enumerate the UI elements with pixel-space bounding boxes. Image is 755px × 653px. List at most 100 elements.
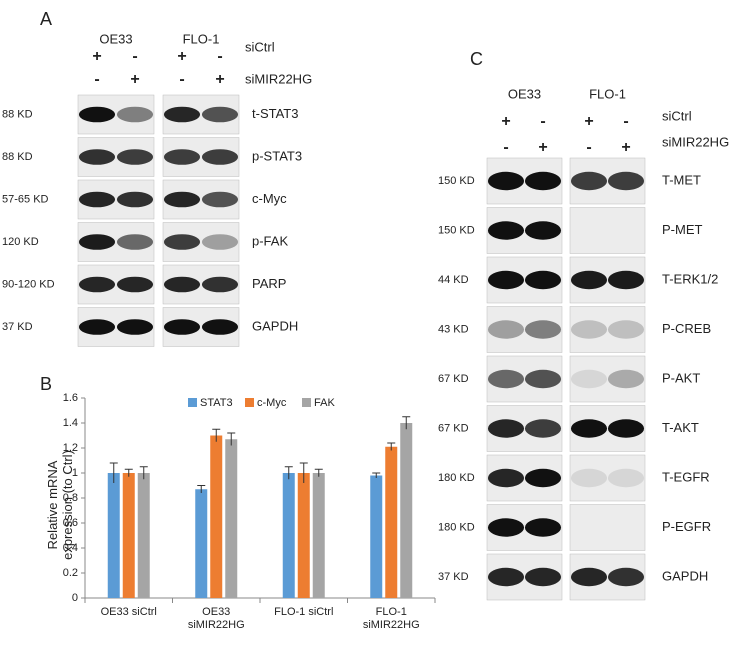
bar	[107, 473, 120, 598]
condition-sign: -	[94, 71, 99, 88]
condition-sign: +	[621, 139, 630, 156]
panel-label: C	[470, 49, 483, 69]
band	[570, 171, 608, 191]
bar	[312, 473, 325, 598]
band	[487, 270, 525, 290]
marker-size: 88 KD	[2, 151, 33, 163]
band	[78, 106, 116, 123]
y-tick-label: 1.6	[63, 392, 78, 404]
marker-size: 43 KD	[438, 323, 469, 335]
x-tick-label: FLO-1 siMIR22HG	[362, 606, 420, 631]
condition-sign: +	[584, 113, 593, 130]
band	[116, 191, 154, 208]
condition-name: siCtrl	[662, 108, 692, 123]
condition-sign: -	[503, 139, 508, 156]
condition-name: siMIR22HG	[245, 71, 312, 86]
band	[570, 270, 608, 290]
protein-name: T-AKT	[662, 420, 699, 435]
condition-sign: -	[540, 113, 545, 130]
bar	[137, 473, 150, 598]
band	[201, 106, 239, 123]
condition-name: siMIR22HG	[662, 134, 729, 149]
band	[570, 320, 608, 339]
y-tick-label: 1	[72, 467, 78, 479]
blot-box	[569, 207, 646, 254]
band	[607, 171, 645, 191]
bar	[370, 475, 383, 598]
band	[487, 369, 525, 389]
band	[116, 234, 154, 250]
band	[487, 468, 525, 488]
band	[570, 369, 608, 389]
band	[78, 276, 116, 293]
protein-name: p-STAT3	[252, 148, 302, 163]
y-tick-label: 1.4	[63, 417, 78, 429]
band	[116, 319, 154, 335]
condition-sign: +	[92, 48, 101, 65]
band	[487, 419, 525, 438]
condition-sign: +	[130, 71, 139, 88]
band	[163, 319, 201, 335]
band	[607, 468, 645, 488]
band	[570, 468, 608, 488]
band	[78, 319, 116, 335]
band	[607, 270, 645, 290]
band	[487, 171, 525, 191]
band	[78, 191, 116, 208]
x-tick-label: FLO-1 siCtrl	[274, 606, 334, 618]
protein-name: T-EGFR	[662, 469, 710, 484]
band	[607, 320, 645, 339]
y-tick-label: 0.4	[63, 542, 78, 554]
legend-swatch	[245, 398, 254, 407]
condition-sign: +	[215, 71, 224, 88]
band	[116, 106, 154, 123]
marker-size: 180 KD	[438, 521, 475, 533]
band	[201, 234, 239, 250]
blot-box	[569, 454, 646, 502]
marker-size: 57-65 KD	[2, 193, 49, 205]
x-tick-label: OE33 siCtrl	[100, 606, 157, 618]
marker-size: 150 KD	[438, 224, 475, 236]
condition-sign: +	[538, 139, 547, 156]
marker-size: 37 KD	[2, 321, 33, 333]
marker-size: 88 KD	[2, 108, 33, 120]
marker-size: 67 KD	[438, 422, 469, 434]
band	[163, 191, 201, 208]
band	[163, 276, 201, 293]
bar	[195, 489, 208, 598]
protein-name: t-STAT3	[252, 106, 298, 121]
marker-size: 180 KD	[438, 472, 475, 484]
condition-sign: -	[623, 113, 628, 130]
marker-size: 37 KD	[438, 571, 469, 583]
marker-size: 44 KD	[438, 274, 469, 286]
protein-name: GAPDH	[662, 568, 708, 583]
band	[524, 468, 562, 488]
protein-name: P-MET	[662, 222, 703, 237]
legend-label: FAK	[314, 397, 335, 409]
band	[607, 369, 645, 389]
condition-sign: -	[179, 71, 184, 88]
band	[487, 320, 525, 339]
legend-swatch	[302, 398, 311, 407]
band	[201, 319, 239, 335]
legend-label: c-Myc	[257, 397, 287, 409]
y-tick-label: 0.2	[63, 567, 78, 579]
band	[116, 149, 154, 165]
condition-name: siCtrl	[245, 39, 275, 54]
band	[201, 149, 239, 165]
band	[524, 567, 562, 587]
band	[524, 518, 562, 537]
condition-sign: +	[501, 113, 510, 130]
legend-label: STAT3	[200, 397, 233, 409]
band	[524, 221, 562, 240]
condition-sign: -	[217, 48, 222, 65]
band	[607, 419, 645, 438]
protein-name: T-MET	[662, 172, 701, 187]
protein-name: c-Myc	[252, 191, 287, 206]
protein-name: T-ERK1/2	[662, 271, 718, 286]
blot-box	[569, 306, 646, 353]
panel-label: A	[40, 9, 52, 29]
cell-line: OE33	[508, 86, 541, 101]
band	[487, 518, 525, 537]
marker-size: 120 KD	[2, 236, 39, 248]
